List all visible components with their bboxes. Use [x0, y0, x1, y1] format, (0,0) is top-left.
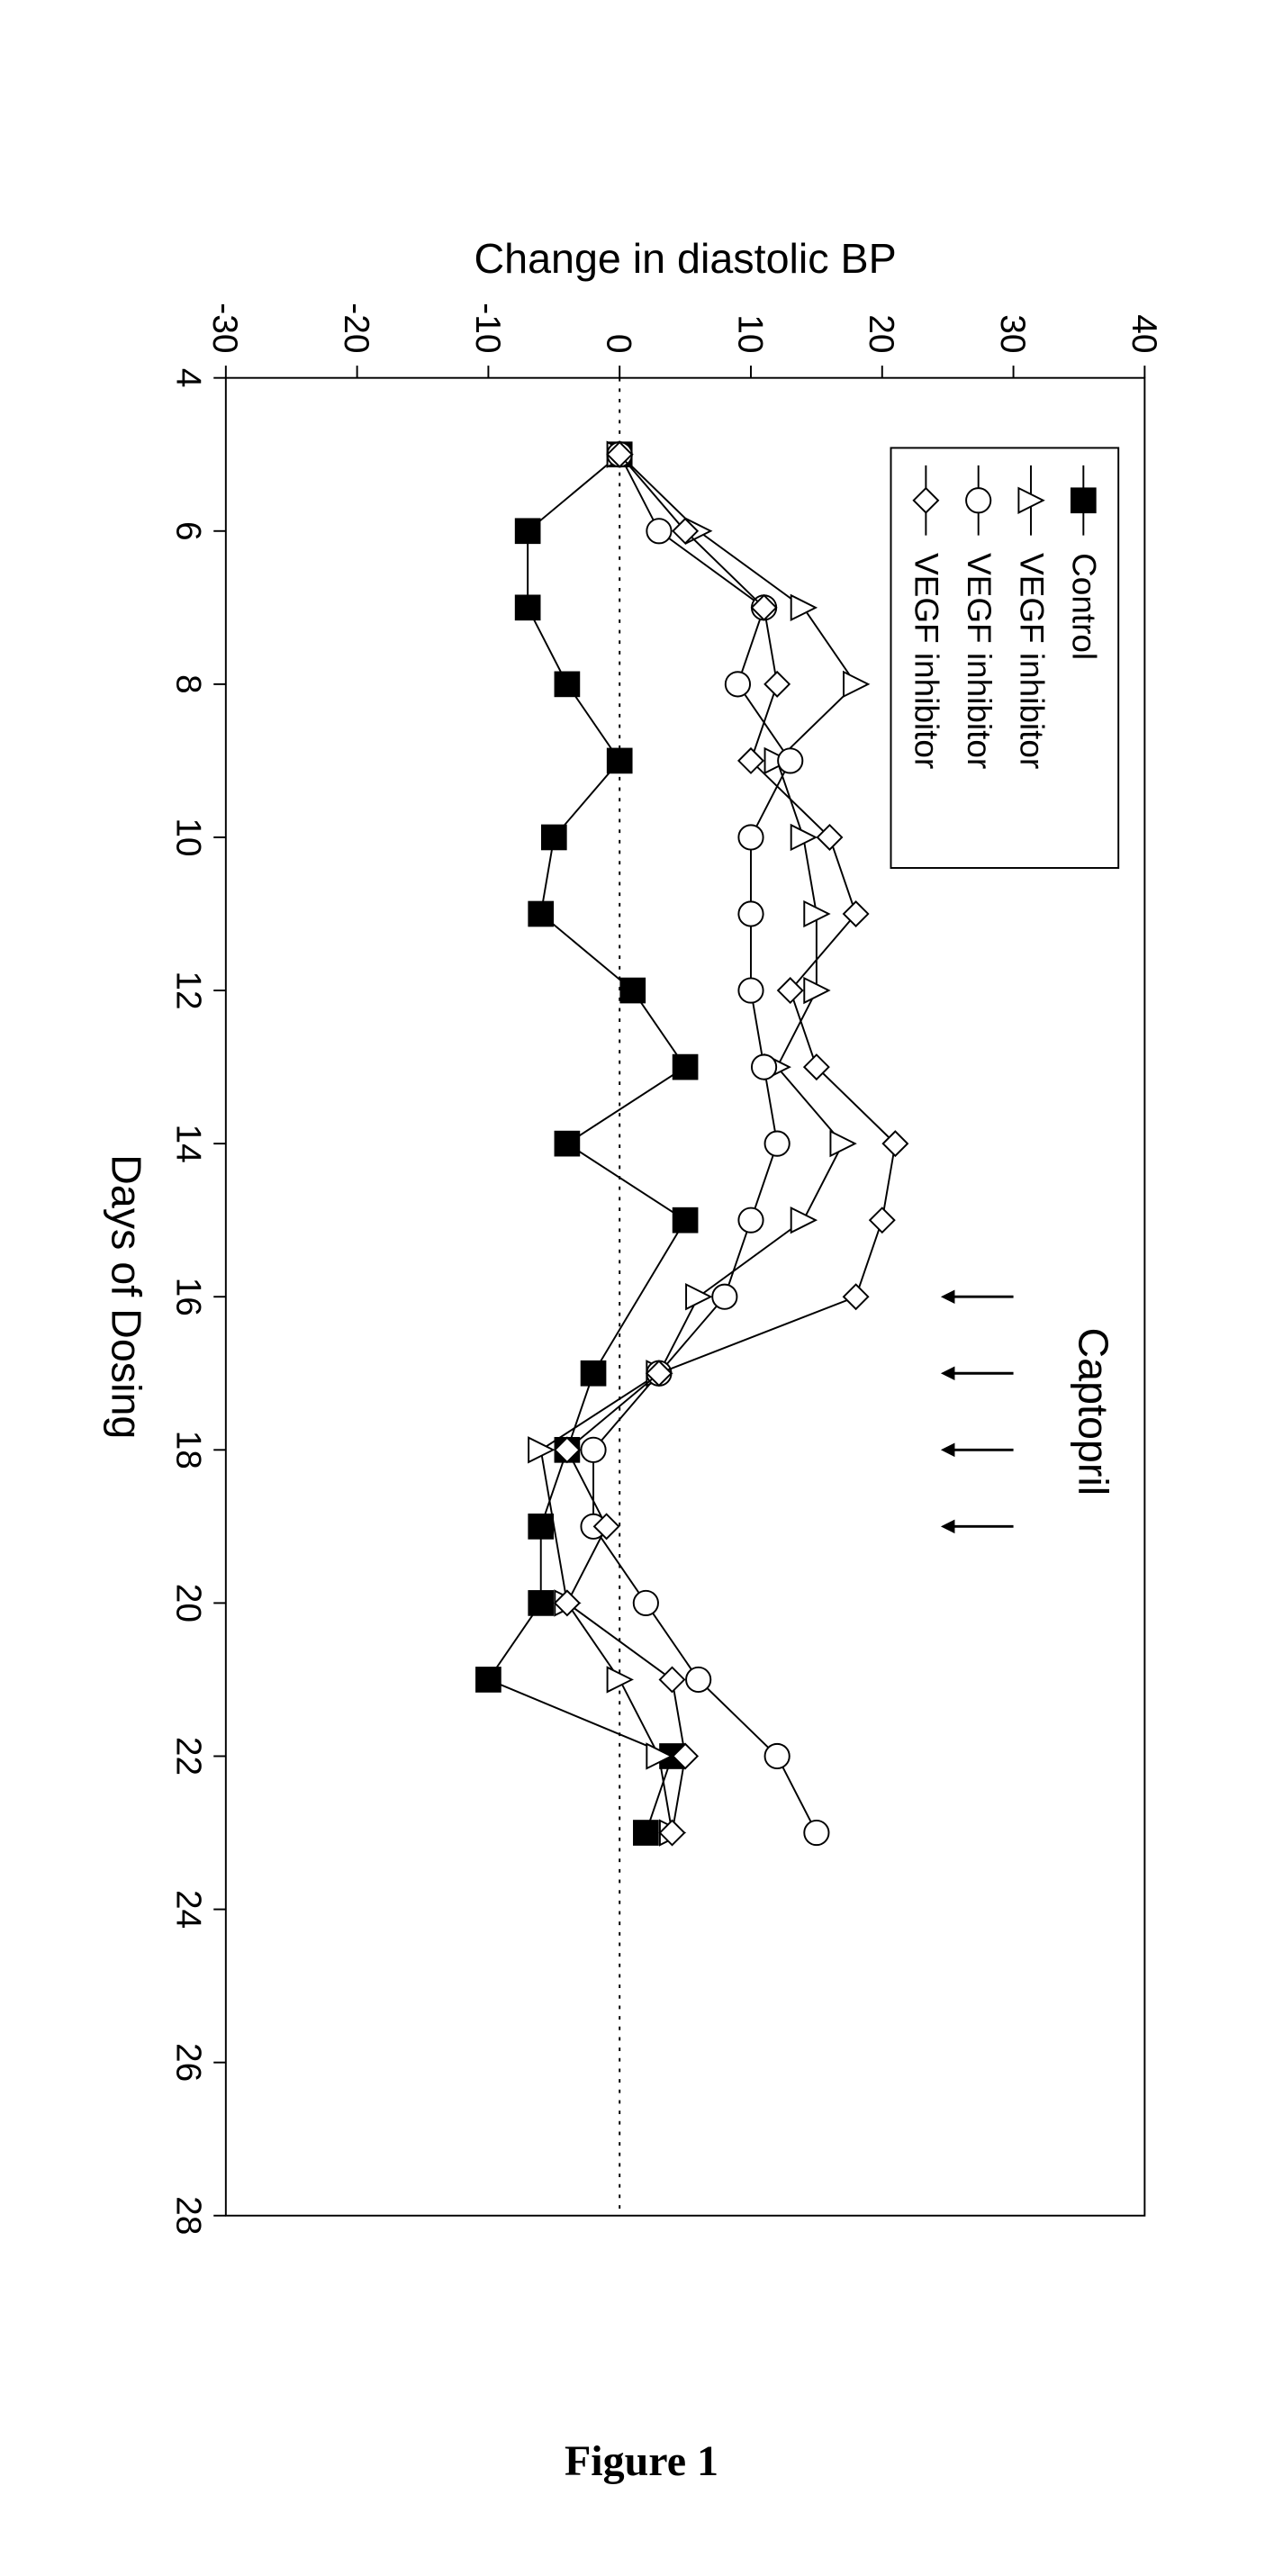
- svg-text:-20: -20: [337, 303, 375, 353]
- svg-text:Control: Control: [1066, 553, 1103, 660]
- svg-text:12: 12: [168, 971, 207, 1009]
- svg-text:-30: -30: [205, 303, 244, 353]
- svg-text:VEGF inhibitor: VEGF inhibitor: [908, 553, 945, 769]
- svg-text:28: 28: [168, 2196, 207, 2235]
- svg-text:4: 4: [168, 368, 207, 388]
- svg-text:22: 22: [168, 1737, 207, 1776]
- svg-text:Change in diastolic BP: Change in diastolic BP: [474, 235, 896, 282]
- svg-text:14: 14: [168, 1125, 207, 1163]
- svg-text:VEGF inhibitor: VEGF inhibitor: [961, 553, 998, 769]
- svg-text:26: 26: [168, 2043, 207, 2082]
- svg-text:0: 0: [600, 334, 638, 354]
- chart: -30 -20 -10 0 10 20 30 40 4 6 8 10 12 14 16 18 20 22 24 26 2…: [18, 18, 1265, 2558]
- svg-text:16: 16: [168, 1278, 207, 1316]
- svg-text:18: 18: [168, 1431, 207, 1469]
- svg-text:6: 6: [168, 521, 207, 541]
- svg-text:40: 40: [1125, 314, 1163, 353]
- svg-text:8: 8: [168, 674, 207, 694]
- svg-text:-10: -10: [468, 303, 507, 353]
- svg-text:30: 30: [993, 314, 1032, 353]
- svg-text:VEGF inhibitor: VEGF inhibitor: [1013, 553, 1050, 769]
- svg-text:Days of Dosing: Days of Dosing: [103, 1154, 149, 1439]
- svg-text:Captopril: Captopril: [1070, 1327, 1116, 1496]
- svg-text:24: 24: [168, 1890, 207, 1929]
- figure-container: -30 -20 -10 0 10 20 30 40 4 6 8 10 12 14 16 18 20 22 24 26 2…: [18, 18, 1265, 2558]
- svg-text:10: 10: [168, 818, 207, 856]
- svg-text:20: 20: [862, 314, 900, 353]
- figure-label: Figure 1: [565, 2436, 718, 2486]
- svg-text:10: 10: [730, 314, 769, 353]
- svg-text:20: 20: [168, 1584, 207, 1622]
